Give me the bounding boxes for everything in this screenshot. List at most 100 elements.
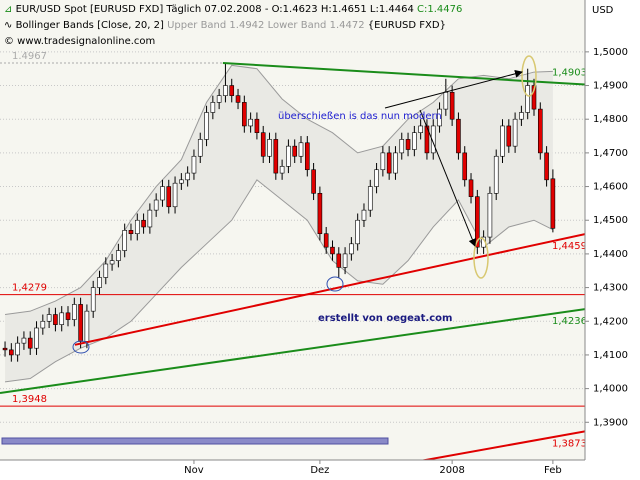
candle-body <box>78 304 83 342</box>
candle-body <box>248 118 253 127</box>
candle-body <box>9 349 14 356</box>
band-line <box>4 179 554 383</box>
candle-body <box>46 314 52 322</box>
indicator-bands: Upper Band 1.4942 Lower Band 1.4472 <box>167 20 364 31</box>
candle-body <box>59 312 65 325</box>
indicator-source: {EURUSD FXD} <box>368 20 446 31</box>
candle-body <box>443 91 449 110</box>
marker-ellipse <box>473 237 489 279</box>
candle-body <box>367 186 373 211</box>
candle-body <box>437 108 442 127</box>
candle-body <box>317 192 323 235</box>
candle-body <box>512 118 518 147</box>
candle-body <box>21 337 27 344</box>
trend-line <box>419 430 585 460</box>
candle-body <box>172 182 178 208</box>
candle-body <box>537 108 543 154</box>
candle-body <box>323 233 329 248</box>
y-tick-label: 1,4600 <box>593 182 628 193</box>
candle-body <box>279 166 285 174</box>
candle-body <box>405 139 411 150</box>
title-info: 07.02.2008 - O:1.4623 H:1.4651 L:1.4464 <box>204 4 413 15</box>
candle-body <box>311 169 316 194</box>
candle-body <box>103 263 109 278</box>
candle-body <box>462 152 468 181</box>
indicator-line: ∿ Bollinger Bands [Close, 20, 2] Upper B… <box>4 20 446 31</box>
title: EUR/USD Spot [EURUSD FXD] Täglich <box>16 4 202 15</box>
candle-body <box>116 250 121 261</box>
candle-body <box>34 327 39 349</box>
x-tick-label: Nov <box>184 465 204 476</box>
candle-body <box>235 95 241 103</box>
candle-body <box>197 139 203 157</box>
candle-body <box>27 337 33 349</box>
candle-body <box>393 152 398 174</box>
candle-body <box>191 155 197 174</box>
candle-body <box>2 347 8 351</box>
candle-body <box>97 277 102 288</box>
scrollbar[interactable] <box>1 437 389 445</box>
candle-body <box>342 253 348 268</box>
y-unit: USD <box>592 5 614 16</box>
candle-body <box>399 139 405 154</box>
candle-body <box>506 125 512 147</box>
x-tick-label: Dez <box>310 465 329 476</box>
y-tick-label: 1,4400 <box>593 249 628 260</box>
trend-line <box>0 308 585 394</box>
candle-body <box>386 152 392 174</box>
marker-ellipse <box>326 276 344 292</box>
candle-body <box>361 209 367 221</box>
candle-body <box>412 132 417 150</box>
candle-body <box>286 145 291 167</box>
candle-body <box>147 209 153 228</box>
candle-body <box>179 179 184 184</box>
candle-body <box>531 85 537 110</box>
candle-body <box>336 253 342 268</box>
y-tick-label: 1,4000 <box>593 384 628 395</box>
candle-body <box>72 304 77 320</box>
candle-body <box>475 196 480 248</box>
candle-body <box>273 139 279 174</box>
candle-body <box>134 219 140 235</box>
trend-line-label: 1,3873 <box>552 438 587 449</box>
candle-body <box>204 112 209 140</box>
horizontal-line-label: 1,3948 <box>12 394 47 405</box>
trend-line <box>222 61 585 86</box>
candle-body <box>355 219 360 245</box>
candle-body <box>84 310 90 342</box>
trend-line-label: 1,4236 <box>552 316 587 327</box>
y-tick-label: 1,4200 <box>593 316 628 327</box>
candle-body <box>349 243 354 255</box>
y-axis-area <box>585 0 640 480</box>
candle-body <box>109 260 115 265</box>
candle-body <box>500 125 505 157</box>
candle-body <box>141 219 146 228</box>
indicator: Bollinger Bands [Close, 20, 2] <box>16 20 164 31</box>
candle-body <box>223 85 228 96</box>
y-tick-label: 1,4900 <box>593 81 628 92</box>
x-tick-label: 2008 <box>439 465 464 476</box>
candle-body <box>519 112 524 120</box>
candle-body <box>267 139 272 157</box>
candle-body <box>298 142 304 157</box>
horizontal-line-label: 1,4279 <box>12 283 47 294</box>
candle-body <box>468 179 474 197</box>
arrow <box>384 69 523 109</box>
horizontal-line-label: 1.4967 <box>12 51 47 62</box>
candle-body <box>430 125 436 154</box>
candle-body <box>456 118 461 154</box>
candle-body <box>330 246 335 255</box>
candle-body <box>487 192 493 238</box>
candle-body <box>15 342 20 356</box>
candle-body <box>128 230 134 235</box>
candle-body <box>292 145 298 157</box>
candle-body <box>40 320 46 329</box>
candle-body <box>229 85 235 96</box>
candle-body <box>216 95 222 103</box>
copyright: © www.tradesignalonline.com <box>4 36 155 47</box>
candle-body <box>380 152 386 171</box>
y-tick-label: 1,4500 <box>593 215 628 226</box>
x-tick-label: Feb <box>544 465 562 476</box>
annotation: überschießen is das nun modern <box>278 111 442 122</box>
candle-body <box>242 102 247 127</box>
